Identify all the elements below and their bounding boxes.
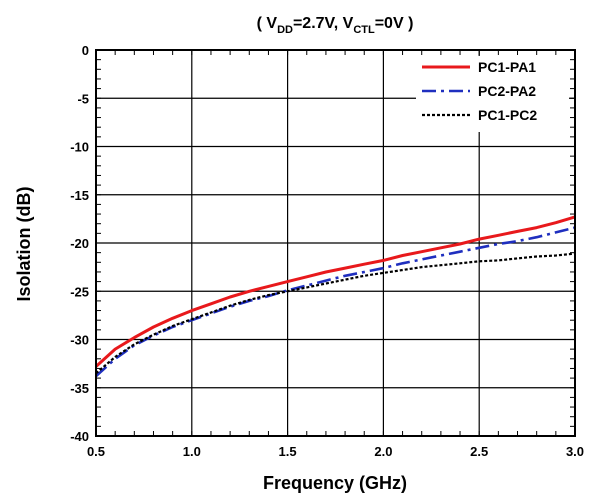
series-line-pc1-pc2: [95, 252, 576, 375]
y-tick-label-7: -35: [70, 381, 89, 396]
x-tick-label-0: 0.5: [87, 444, 105, 459]
y-tick-label-0: 0: [82, 43, 89, 58]
chart-title-part-3: =0V ): [375, 15, 414, 32]
y-tick-label-5: -25: [70, 284, 89, 299]
legend-label-pc1-pa1: PC1-PA1: [478, 59, 536, 75]
x-tick-label-1: 1.0: [183, 444, 201, 459]
x-axis-title: Frequency (GHz): [263, 473, 407, 493]
x-tick-label-5: 3.0: [566, 444, 584, 459]
chart-title: ( VDD=2.7V, VCTL=0V ): [257, 15, 414, 36]
x-tick-label-2: 1.5: [279, 444, 297, 459]
legend-label-pc2-pa2: PC2-PA2: [478, 83, 536, 99]
series-layer: [94, 215, 576, 378]
y-axis-title: Isolation (dB): [14, 187, 34, 302]
y-tick-label-8: -40: [70, 429, 89, 444]
y-tick-label-1: -5: [77, 91, 89, 106]
x-tick-label-4: 2.5: [470, 444, 488, 459]
chart-title-part-2: =2.7V, V: [293, 15, 354, 32]
legend: PC1-PA1 PC2-PA2 PC1-PC2: [416, 56, 569, 132]
x-tick-label-3: 2.0: [374, 444, 392, 459]
legend-label-pc1-pc2: PC1-PC2: [478, 107, 537, 123]
series-line-pc1-pa1: [94, 215, 576, 368]
x-tick-labels: 0.5 1.0 1.5 2.0 2.5 3.0: [87, 444, 584, 459]
legend-background: [416, 56, 569, 132]
y-tick-label-4: -20: [70, 236, 89, 251]
y-tick-label-6: -30: [70, 333, 89, 348]
chart-title-subscript-1: DD: [277, 24, 293, 36]
plot-frame: [95, 49, 576, 437]
y-tick-labels: 0 -5 -10 -15 -20 -25 -30 -35 -40: [70, 43, 89, 444]
y-tick-label-2: -10: [70, 140, 89, 155]
chart-title-subscript-2: CTL: [353, 24, 375, 36]
chart-title-part-1: ( V: [257, 15, 278, 32]
y-tick-label-3: -15: [70, 188, 89, 203]
series-line-pc2-pa2: [95, 226, 576, 378]
